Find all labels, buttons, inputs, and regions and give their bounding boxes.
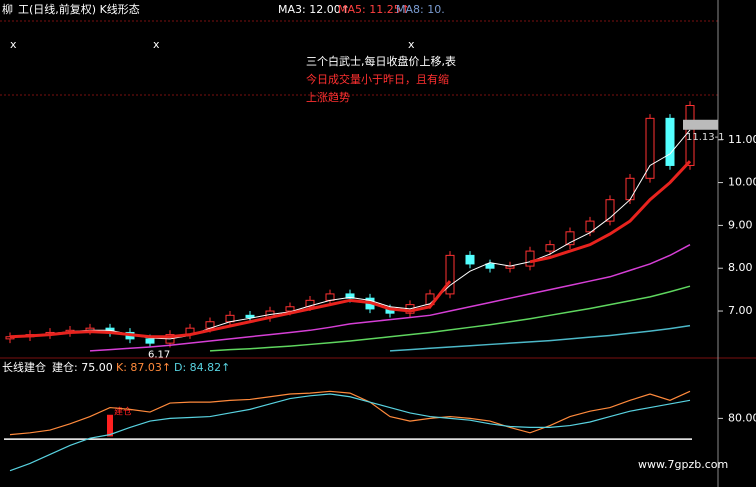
indicator-title: 长线建仓 [2,360,46,374]
readout: 建仓: 75.00 [52,360,113,374]
candle-body [245,314,255,318]
readout: D: 84.82↑ [174,361,230,374]
candle-body [345,293,355,299]
candle-body [325,293,335,301]
legend-ma8: MA8: 10. [396,3,445,16]
readout: K: 87.03↑ [116,361,171,374]
candle-body [305,299,315,308]
candle-body [665,117,675,166]
legend-ma3: MA3: 12.00↑ [278,3,350,16]
marker: x [408,38,415,51]
candle-body [145,338,155,344]
y-tick-label: 80.00 [728,411,756,424]
candle-body [525,250,535,267]
candle-body [565,231,575,246]
stock-name: 柳 [2,2,13,16]
candle-body [445,254,455,295]
candle-body [465,254,475,265]
candle-body [645,117,655,179]
series-line [209,285,691,352]
y-tick-label: 9.00 [728,218,753,231]
signal-label: 建仓 [114,405,132,417]
series-line [89,244,691,352]
signal-bar [107,414,113,437]
low-label: 6.17 [148,350,170,361]
marker: x [153,38,160,51]
candle-body [285,306,295,312]
series-line [9,393,691,472]
candle-body [625,177,635,201]
marker: x [10,38,17,51]
chart-title: 工(日线,前复权) K线形态 [18,2,140,16]
series-line [529,160,692,264]
series-line [9,280,452,339]
series-line [9,390,691,436]
price-marker [683,119,718,130]
candle-body [605,199,615,222]
candle-body [545,244,555,252]
candle-body [485,263,495,269]
candle-body [585,220,595,233]
y-tick-label: 8.00 [728,261,753,274]
series-line [389,324,691,352]
y-tick-label: 10.00 [728,176,756,189]
annotation: 今日成交量小于昨日，且有缩 [306,72,449,86]
legend-ma5: MA5: 11.25↑ [338,3,410,16]
annotation: 上涨趋势 [306,91,350,104]
watermark: www.7gpzb.com [638,458,728,471]
y-tick-label: 7.00 [728,304,753,317]
y-tick-label: 11.00 [728,133,756,146]
annotation: 三个白武士,每日收盘价上移,表 [306,54,456,68]
price-marker-label: 11.13-1 [686,132,725,143]
